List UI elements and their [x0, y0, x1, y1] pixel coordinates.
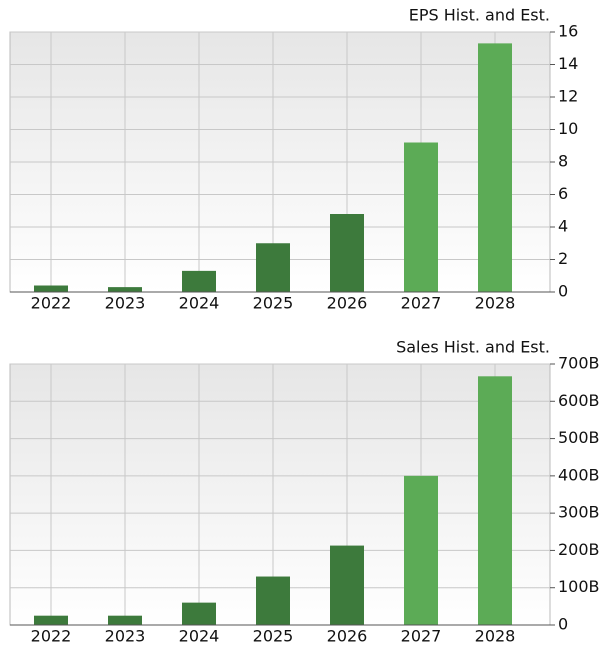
x-tick-label: 2025 — [253, 294, 294, 313]
y-tick-label: 12 — [558, 87, 578, 106]
y-tick-label: 400B — [558, 465, 600, 484]
bar — [330, 545, 364, 625]
bar — [256, 243, 290, 292]
x-tick-label: 2023 — [105, 627, 146, 646]
bar — [256, 576, 290, 625]
x-tick-label: 2025 — [253, 627, 294, 646]
y-tick-label: 8 — [558, 152, 568, 171]
bar — [478, 376, 512, 625]
x-tick-label: 2022 — [31, 294, 72, 313]
bar — [330, 214, 364, 292]
y-tick-label: 700B — [558, 354, 600, 373]
y-tick-label: 16 — [558, 22, 578, 41]
x-tick-label: 2024 — [179, 294, 220, 313]
x-tick-label: 2028 — [475, 294, 516, 313]
bar — [182, 602, 216, 625]
bar — [182, 270, 216, 292]
y-tick-label: 200B — [558, 540, 600, 559]
chart-title: Sales Hist. and Est. — [396, 338, 550, 357]
x-tick-label: 2028 — [475, 627, 516, 646]
y-tick-label: 10 — [558, 119, 578, 138]
x-tick-label: 2027 — [401, 294, 442, 313]
y-tick-label: 0 — [558, 615, 568, 634]
x-tick-label: 2027 — [401, 627, 442, 646]
x-tick-label: 2022 — [31, 627, 72, 646]
chart-title: EPS Hist. and Est. — [409, 6, 550, 25]
y-tick-label: 0 — [558, 282, 568, 301]
y-tick-label: 6 — [558, 184, 568, 203]
x-tick-label: 2026 — [327, 627, 368, 646]
bar — [34, 615, 68, 625]
x-tick-label: 2026 — [327, 294, 368, 313]
bar — [404, 475, 438, 625]
y-tick-label: 2 — [558, 249, 568, 268]
bar — [404, 142, 438, 292]
y-tick-label: 4 — [558, 217, 568, 236]
y-tick-label: 300B — [558, 503, 600, 522]
x-tick-label: 2024 — [179, 627, 220, 646]
bar — [108, 287, 142, 292]
y-tick-label: 100B — [558, 577, 600, 596]
bar — [478, 43, 512, 292]
bar — [108, 615, 142, 625]
y-tick-label: 600B — [558, 391, 600, 410]
x-tick-label: 2023 — [105, 294, 146, 313]
bar — [34, 285, 68, 292]
y-tick-label: 14 — [558, 54, 578, 73]
y-tick-label: 500B — [558, 428, 600, 447]
